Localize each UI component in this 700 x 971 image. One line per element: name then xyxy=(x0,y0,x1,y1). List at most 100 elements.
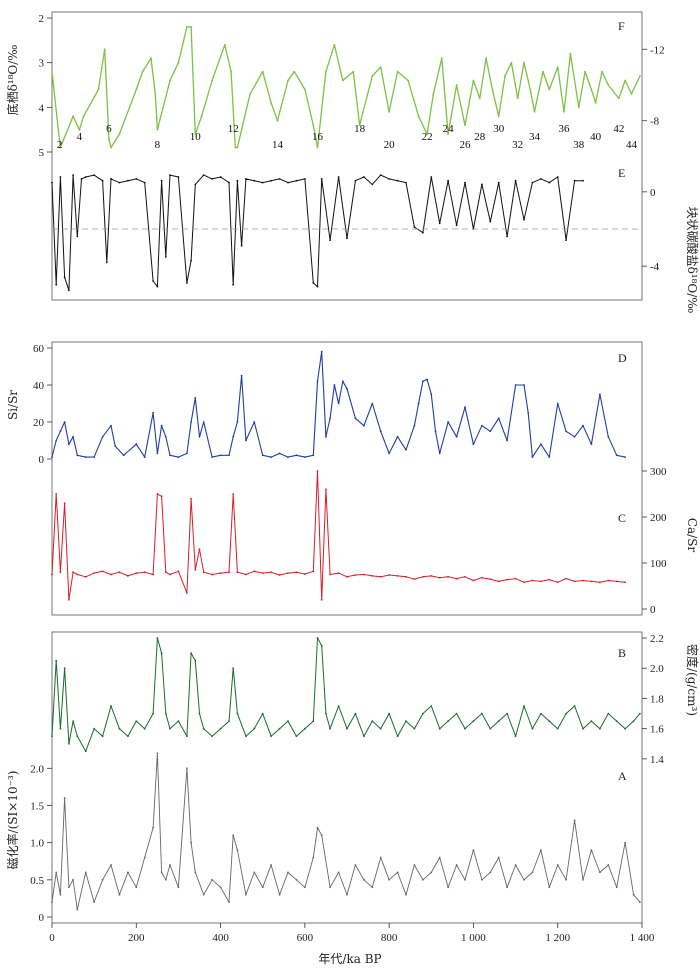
data-point-d xyxy=(122,454,125,457)
data-point-b xyxy=(164,712,167,715)
data-point-f xyxy=(504,75,506,77)
data-point-f xyxy=(607,84,610,86)
data-point-a xyxy=(337,871,340,874)
data-point-c xyxy=(312,570,315,573)
data-point-e xyxy=(219,176,222,178)
data-point-c xyxy=(287,572,289,574)
data-point-a xyxy=(320,834,323,837)
data-point-d xyxy=(63,421,66,423)
data-point-d xyxy=(156,452,159,455)
data-point-d xyxy=(72,435,74,438)
series-line-f xyxy=(51,26,641,149)
series-layer xyxy=(51,26,642,911)
data-point-c xyxy=(304,573,306,575)
data-point-c xyxy=(320,598,323,601)
mis-stage-label: 8 xyxy=(155,139,161,151)
data-point-d xyxy=(430,393,433,396)
panel-d-y-tick-label: 20 xyxy=(33,417,45,429)
data-point-f xyxy=(516,97,519,100)
data-point-b xyxy=(514,735,517,738)
data-point-f xyxy=(293,70,296,73)
data-point-b xyxy=(270,735,272,738)
data-point-b xyxy=(152,712,155,715)
data-point-d xyxy=(481,424,483,427)
data-point-d xyxy=(304,456,306,458)
data-point-a xyxy=(152,826,155,829)
x-tick-label: 0 xyxy=(49,932,55,944)
data-point-b xyxy=(413,727,416,730)
data-point-a xyxy=(169,864,171,866)
data-point-f xyxy=(103,48,106,51)
data-point-b xyxy=(110,705,112,707)
data-point-f xyxy=(417,115,420,118)
data-point-c xyxy=(556,581,559,584)
data-point-b xyxy=(447,720,449,722)
data-point-f xyxy=(497,115,500,118)
data-point-d xyxy=(240,374,243,377)
panel-a-y-tick-label: 1.5 xyxy=(30,800,44,812)
data-point-b xyxy=(540,712,542,715)
data-point-c xyxy=(346,575,348,578)
data-point-d xyxy=(388,452,390,455)
data-point-a xyxy=(101,878,104,881)
data-point-d xyxy=(573,435,576,438)
panel-b-y-tick-label: 2.2 xyxy=(650,633,664,645)
mis-stage-label: 40 xyxy=(590,131,602,143)
data-point-f xyxy=(270,102,272,104)
data-point-c xyxy=(152,573,155,576)
data-point-d xyxy=(607,435,610,438)
data-point-d xyxy=(68,443,70,446)
data-point-f xyxy=(118,133,121,136)
data-point-e xyxy=(72,174,74,177)
data-point-a xyxy=(93,901,95,903)
data-point-c xyxy=(531,579,534,582)
data-point-f xyxy=(533,110,536,113)
data-point-a xyxy=(55,871,58,874)
data-point-e xyxy=(497,181,500,184)
data-point-b xyxy=(211,735,214,738)
data-point-e xyxy=(164,256,167,258)
data-point-d xyxy=(489,430,492,433)
mis-stage-label: 14 xyxy=(272,139,284,151)
data-point-f xyxy=(59,146,62,149)
data-point-a xyxy=(531,871,534,874)
data-point-d xyxy=(417,402,420,405)
data-point-e xyxy=(337,176,340,178)
data-point-d xyxy=(110,424,112,427)
mis-stage-label: 44 xyxy=(626,139,638,151)
data-point-f xyxy=(371,75,374,77)
data-point-f xyxy=(325,70,327,73)
data-point-e xyxy=(190,259,193,262)
data-point-a xyxy=(615,886,618,889)
data-point-d xyxy=(325,435,327,438)
data-point-e xyxy=(304,178,306,180)
data-point-a xyxy=(346,893,348,896)
mis-stage-label: 30 xyxy=(493,123,505,135)
data-point-d xyxy=(565,430,567,433)
data-point-b xyxy=(63,667,66,670)
data-point-e xyxy=(422,231,424,234)
data-point-f xyxy=(223,43,226,46)
data-point-a xyxy=(607,864,610,866)
data-point-e xyxy=(405,181,407,184)
data-point-a xyxy=(160,871,163,874)
panel-d-ylabel: Si/Sr xyxy=(6,390,20,420)
data-point-e xyxy=(202,174,205,177)
data-point-d xyxy=(219,454,222,457)
data-point-c xyxy=(236,571,239,574)
data-point-b xyxy=(438,727,441,730)
data-point-f xyxy=(150,57,152,60)
data-point-c xyxy=(329,573,331,576)
data-point-a xyxy=(110,864,112,866)
data-point-d xyxy=(312,454,315,457)
data-point-c xyxy=(295,571,298,574)
data-point-c xyxy=(337,572,340,574)
data-point-f xyxy=(455,84,458,86)
data-point-f xyxy=(200,115,203,118)
data-point-d xyxy=(346,387,348,390)
data-point-d xyxy=(76,454,79,457)
data-point-b xyxy=(55,659,58,662)
data-point-d xyxy=(316,380,319,383)
data-point-f xyxy=(569,52,572,55)
data-point-a xyxy=(72,878,74,881)
